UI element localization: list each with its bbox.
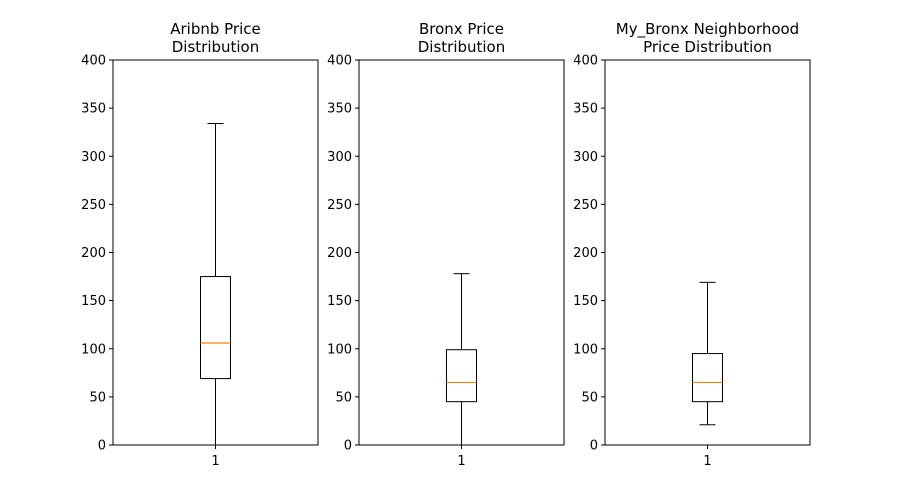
y-tick-label: 400 bbox=[327, 54, 352, 69]
axes-frame bbox=[112, 59, 319, 446]
y-tick-label: 300 bbox=[573, 150, 598, 165]
y-tick-label: 400 bbox=[81, 54, 106, 69]
x-tick-label: 1 bbox=[457, 454, 465, 469]
y-tick-label: 350 bbox=[573, 102, 598, 117]
chart-title-line-1: Bronx Price bbox=[419, 20, 504, 38]
x-tick-label: 1 bbox=[211, 454, 219, 469]
y-tick-label: 250 bbox=[81, 198, 106, 213]
y-tick-label: 350 bbox=[81, 102, 106, 117]
y-tick-label: 100 bbox=[327, 342, 352, 357]
y-tick-label: 300 bbox=[81, 150, 106, 165]
y-tick-label: 350 bbox=[327, 102, 352, 117]
y-tick-label: 50 bbox=[581, 390, 598, 405]
chart-title-line-1: My_Bronx Neighborhood bbox=[616, 20, 799, 39]
axes-frame bbox=[604, 59, 811, 446]
y-tick-label: 250 bbox=[573, 198, 598, 213]
chart-title-line-2: Distribution bbox=[418, 38, 506, 56]
y-tick-label: 100 bbox=[573, 342, 598, 357]
y-tick-label: 200 bbox=[573, 246, 598, 261]
chart-title-line-2: Price Distribution bbox=[643, 38, 772, 56]
chart-title-line-2: Distribution bbox=[172, 38, 260, 56]
y-tick-label: 100 bbox=[81, 342, 106, 357]
iqr-box bbox=[692, 353, 723, 403]
axes-frame bbox=[358, 59, 565, 446]
y-tick-label: 0 bbox=[590, 439, 598, 454]
chart-title-line-1: Aribnb Price bbox=[170, 20, 261, 38]
y-tick-label: 150 bbox=[327, 294, 352, 309]
y-tick-label: 200 bbox=[327, 246, 352, 261]
y-tick-label: 0 bbox=[344, 439, 352, 454]
x-tick-label: 1 bbox=[703, 454, 711, 469]
y-tick-label: 250 bbox=[327, 198, 352, 213]
y-tick-label: 200 bbox=[81, 246, 106, 261]
iqr-box bbox=[200, 276, 231, 380]
y-tick-label: 300 bbox=[327, 150, 352, 165]
iqr-box bbox=[446, 349, 477, 403]
y-tick-label: 50 bbox=[89, 390, 106, 405]
y-tick-label: 150 bbox=[81, 294, 106, 309]
y-tick-label: 150 bbox=[573, 294, 598, 309]
y-tick-label: 0 bbox=[98, 439, 106, 454]
y-tick-label: 50 bbox=[335, 390, 352, 405]
y-tick-label: 400 bbox=[573, 54, 598, 69]
